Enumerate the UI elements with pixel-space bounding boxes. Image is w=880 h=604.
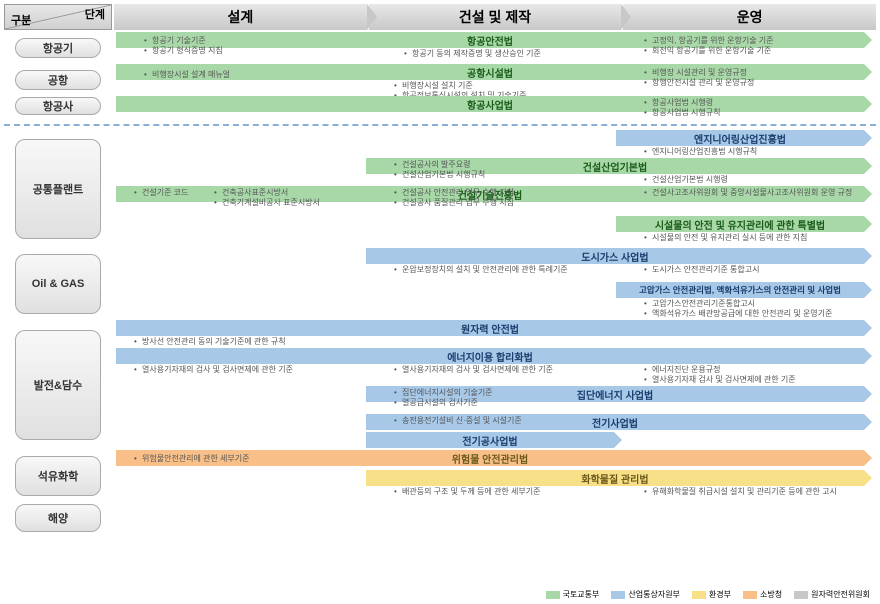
sub-fs1: 시설물의 안전 및 유지관리 실시 등에 관한 지침 — [644, 233, 807, 243]
cat-aircraft: 항공기 — [15, 38, 101, 58]
sub-ap1a: 비행장시설 설계 매뉴얼 — [144, 70, 230, 80]
law-engineering: 엔지니어링산업진흥법 — [616, 130, 864, 146]
law-hp-gas: 고압가스 안전관리법, 액화석유가스의 안전관리 및 사업법 — [616, 282, 864, 298]
sub-de1: 집단에너지시설의 기술기준열공급시설의 검사기준 — [394, 388, 493, 409]
law-electric-const: 전기공사업법 — [366, 432, 614, 448]
corner-top: 단계 — [85, 6, 105, 22]
law-facility-safety: 시설물의 안전 및 유지관리에 관한 특별법 — [616, 216, 864, 232]
sub-ct1: 건설기준 코드 — [134, 188, 188, 198]
phase-construct: 건설 및 제작 — [369, 4, 622, 30]
sub-eng1: 엔지니어링산업진흥법 시행규칙 — [644, 147, 757, 157]
cat-common-plant: 공통플랜트 — [15, 139, 101, 239]
cat-airline: 항공사 — [15, 97, 101, 115]
sub-av1c: 고정익, 항공기를 위한 운항기술 기준회전익 항공기를 위한 운항기술 기준 — [644, 36, 774, 57]
header-row: 단계 구분 설계 건설 및 제작 운영 — [4, 4, 876, 30]
legend: 국토교통부 산업통상자원부 환경부 소방청 원자력안전위원회 — [546, 589, 870, 600]
sub-ch2: 유해화학물질 취급시설 설치 및 관리기준 등에 관한 고시 — [644, 487, 837, 497]
corner-bot: 구분 — [11, 12, 31, 28]
sub-ab1c: 항공사업법 시행령항공사업법 시행규칙 — [644, 98, 720, 119]
law-nuclear: 원자력 안전법 — [116, 320, 864, 336]
legend-item-4: 원자력안전위원회 — [794, 589, 870, 600]
cat-oil-gas: Oil & GAS — [15, 254, 101, 314]
phase-operate: 운영 — [623, 4, 876, 30]
sub-ct3: 건설공사 안전관리 업무 수행 지침건설공사 품질관리 업무 수행 지침 — [394, 188, 514, 209]
legend-item-1: 산업통상자원부 — [611, 589, 680, 600]
sub-eb1: 송전용전기설비 신·증설 및 시설기준 — [394, 416, 522, 426]
sub-cg2: 도시가스 안전관리기준 통합고시 — [644, 265, 759, 275]
section-separator — [4, 124, 876, 126]
legend-item-2: 환경부 — [692, 589, 731, 600]
sub-av1b: 항공기 동의 제작증명 및 생산승인 기준 — [404, 49, 541, 59]
law-energy-eff: 에너지이용 합리화법 — [116, 348, 864, 364]
sub-ct2: 건축공사표준시방서건축기계설비공사 표준시방서 — [214, 188, 320, 209]
sub-ch1: 배관등의 구조 및 두께 등에 관한 세부기준 — [394, 487, 540, 497]
sub-cg1: 운압보정장치의 설치 및 안전관리에 관한 특례기준 — [394, 265, 568, 275]
legend-item-3: 소방청 — [743, 589, 782, 600]
sub-ap1c: 비행장 시설관리 및 운영규정항행안전시설 관리 및 운영규정 — [644, 68, 754, 89]
cat-airport: 공항 — [15, 70, 101, 90]
law-city-gas: 도시가스 사업법 — [366, 248, 864, 264]
sub-ee1: 열사용기자재의 검사 및 검사면제에 관한 기준 — [134, 365, 293, 375]
sub-cb2: 건설산업기본법 시행령 — [644, 175, 728, 185]
cat-power-desal: 발전&담수 — [15, 330, 101, 440]
legend-item-0: 국토교통부 — [546, 589, 600, 600]
sub-hp1: 고압가스안전관리기준통합고시액화석유가스 배관망공급에 대한 안전관리 및 운영… — [644, 299, 832, 320]
law-aviation-biz: 항공사업법 — [116, 96, 864, 112]
sub-av1a: 항공기 기술기준항공기 형식증명 지침 — [144, 36, 223, 57]
law-chemical: 화학물질 관리법 — [366, 470, 864, 486]
corner-cell: 단계 구분 — [4, 4, 112, 30]
sub-nu1: 방사선 안전관리 동의 기술기준에 관한 규칙 — [134, 337, 286, 347]
sub-ee2: 열사용기자재의 검사 및 검사면제에 관한 기준 — [394, 365, 553, 375]
cat-petrochem: 석유화학 — [15, 456, 101, 496]
sub-ct4: 건설사고조사위원회 및 중앙시설물사고조사위원회 운영 규정 — [644, 188, 852, 198]
phase-design: 설계 — [114, 4, 367, 30]
cat-marine: 해양 — [15, 504, 101, 532]
sub-cb1: 건설공사의 발주요령건설산업기본법 시행규칙 — [394, 160, 485, 181]
sub-hm1: 위험물안전관리에 관한 세부기준 — [134, 454, 249, 464]
